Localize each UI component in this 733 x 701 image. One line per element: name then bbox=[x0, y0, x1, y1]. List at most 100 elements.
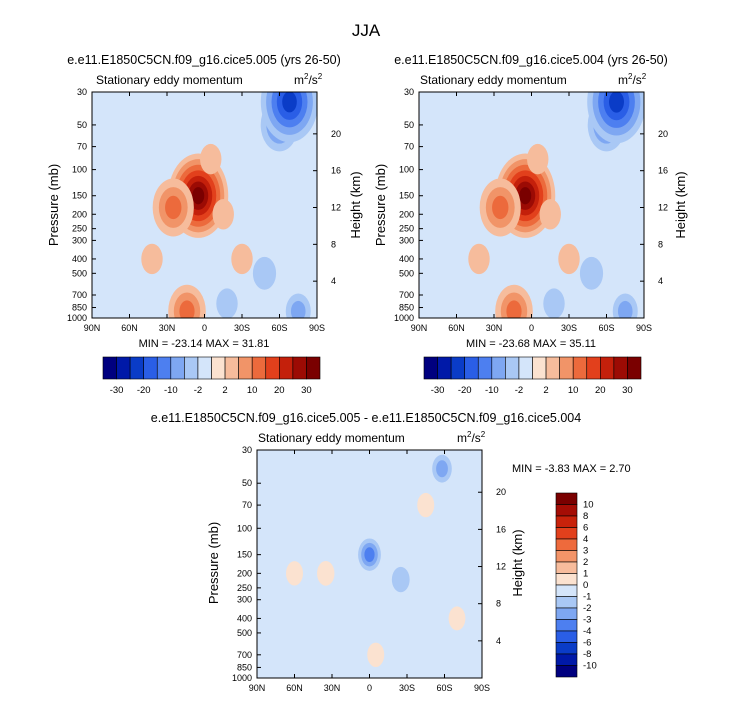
right-contour-band bbox=[453, 282, 472, 308]
left-field-feature bbox=[252, 256, 277, 290]
left-y-tick-label: 200 bbox=[72, 209, 87, 219]
colorbar-swatch bbox=[143, 356, 158, 380]
right-y-tick-label: 150 bbox=[399, 191, 414, 201]
right-field-feature bbox=[495, 284, 533, 318]
colorbar-label: -10 bbox=[164, 385, 178, 396]
left-contour-band bbox=[282, 92, 297, 113]
right-height-tick-label: 4 bbox=[658, 276, 663, 286]
left-height-tick-label: 16 bbox=[331, 166, 341, 176]
right-field-feature bbox=[579, 256, 604, 290]
colorbar-label: 20 bbox=[274, 385, 285, 396]
left-field-feature bbox=[200, 143, 222, 175]
diff-height-tick-label: 20 bbox=[496, 487, 506, 497]
colorbar-label: -2 bbox=[583, 603, 591, 614]
diff-y-tick-label: 300 bbox=[237, 595, 252, 605]
diff-field-feature bbox=[391, 566, 410, 593]
diff-field-feature bbox=[358, 538, 381, 571]
right-contour-band bbox=[506, 300, 522, 318]
left-contour-band bbox=[141, 243, 163, 275]
colorbar-swatch bbox=[423, 356, 438, 380]
panel-left-field bbox=[92, 92, 317, 318]
right-field-feature bbox=[453, 282, 472, 308]
colorbar-swatch bbox=[224, 356, 239, 380]
colorbar-swatch bbox=[555, 573, 578, 586]
panel-right-units: m2/s2 bbox=[618, 72, 647, 87]
left-y-tick-label: 50 bbox=[77, 120, 87, 130]
diff-y-tick-label: 30 bbox=[242, 445, 252, 455]
colorbar-swatch bbox=[518, 356, 533, 380]
colorbar-label: -10 bbox=[485, 385, 499, 396]
left-x-tick-label: 60N bbox=[121, 323, 138, 333]
colorbar-label: 30 bbox=[301, 385, 312, 396]
colorbar-swatch bbox=[450, 356, 465, 380]
colorbar-swatch bbox=[306, 356, 321, 380]
right-x-tick-label: 0 bbox=[529, 323, 534, 333]
diff-x-tick-label: 90S bbox=[474, 683, 490, 693]
diff-height-tick-label: 12 bbox=[496, 562, 506, 572]
panel-diff-title: e.e11.E1850C5CN.f09_g16.cice5.005 - e.e1… bbox=[151, 411, 581, 425]
right-y-tick-label: 500 bbox=[399, 268, 414, 278]
colorbar-swatch bbox=[613, 356, 628, 380]
colorbar-label: 10 bbox=[583, 500, 594, 511]
colorbar-swatch bbox=[555, 515, 578, 528]
right-height-tick-label: 12 bbox=[658, 203, 668, 213]
left-y-tick-label: 150 bbox=[72, 191, 87, 201]
left-contour-band bbox=[290, 300, 306, 318]
left-contour-band bbox=[179, 300, 195, 318]
diff-y-tick-label: 150 bbox=[237, 550, 252, 560]
colorbar-swatch bbox=[555, 653, 578, 666]
diff-field-feature bbox=[448, 606, 466, 631]
diff-contour-band bbox=[417, 492, 435, 518]
colorbar-swatch bbox=[170, 356, 185, 380]
right-height-tick-label: 16 bbox=[658, 166, 668, 176]
colorbar-swatch bbox=[555, 561, 578, 574]
diff-contour-band bbox=[364, 547, 375, 563]
diff-y-tick-label: 850 bbox=[237, 662, 252, 672]
right-x-tick-label: 30S bbox=[561, 323, 577, 333]
colorbar-swatch bbox=[102, 356, 117, 380]
colorbar-left: -30 -20 -10 -2 2 10 20 30 bbox=[102, 356, 321, 396]
left-y-tick-label: 850 bbox=[72, 303, 87, 313]
diff-contour-band bbox=[436, 460, 448, 478]
right-y-tick-label: 100 bbox=[399, 165, 414, 175]
left-x-tick-label: 90N bbox=[84, 323, 101, 333]
right-contour-band bbox=[468, 243, 490, 275]
colorbar-label: -8 bbox=[583, 649, 591, 660]
colorbar-label: 2 bbox=[583, 557, 588, 568]
colorbar-swatch bbox=[559, 356, 574, 380]
colorbar-label: 10 bbox=[568, 385, 579, 396]
left-y-tick-label: 30 bbox=[77, 87, 87, 97]
left-contour-band bbox=[252, 256, 277, 290]
right-y-tick-label: 70 bbox=[404, 142, 414, 152]
diff-x-tick-label: 90N bbox=[249, 683, 266, 693]
diff-y-tick-label: 200 bbox=[237, 568, 252, 578]
colorbar-swatch bbox=[555, 607, 578, 620]
left-y-tick-label: 1000 bbox=[67, 313, 87, 323]
diff-height-tick-label: 8 bbox=[496, 599, 501, 609]
right-field-feature bbox=[539, 199, 561, 230]
colorbar-label: -20 bbox=[137, 385, 151, 396]
colorbar-label: -2 bbox=[515, 385, 523, 396]
colorbar-label: 10 bbox=[247, 385, 258, 396]
colorbar-swatch bbox=[555, 584, 578, 597]
left-x-tick-label: 30S bbox=[234, 323, 250, 333]
diff-y-tick-label: 70 bbox=[242, 500, 252, 510]
colorbar-label: 2 bbox=[222, 385, 227, 396]
right-contour-band bbox=[579, 256, 604, 290]
panel-left-ylabel: Pressure (mb) bbox=[46, 164, 61, 246]
diff-y-tick-label: 100 bbox=[237, 523, 252, 533]
left-y-tick-label: 500 bbox=[72, 268, 87, 278]
right-field-feature bbox=[558, 243, 580, 275]
panel-right-stats: MIN = -23.68 MAX = 35.11 bbox=[466, 338, 596, 350]
colorbar-label: -6 bbox=[583, 638, 591, 649]
right-height-tick-label: 20 bbox=[658, 129, 668, 139]
diff-field-feature bbox=[348, 606, 366, 631]
colorbar-swatch bbox=[437, 356, 452, 380]
colorbar-swatch bbox=[555, 619, 578, 632]
right-field-feature bbox=[543, 288, 565, 318]
colorbar-swatch bbox=[555, 630, 578, 643]
colorbar-swatch bbox=[464, 356, 479, 380]
colorbar-swatch bbox=[211, 356, 226, 380]
left-x-tick-label: 60S bbox=[271, 323, 287, 333]
